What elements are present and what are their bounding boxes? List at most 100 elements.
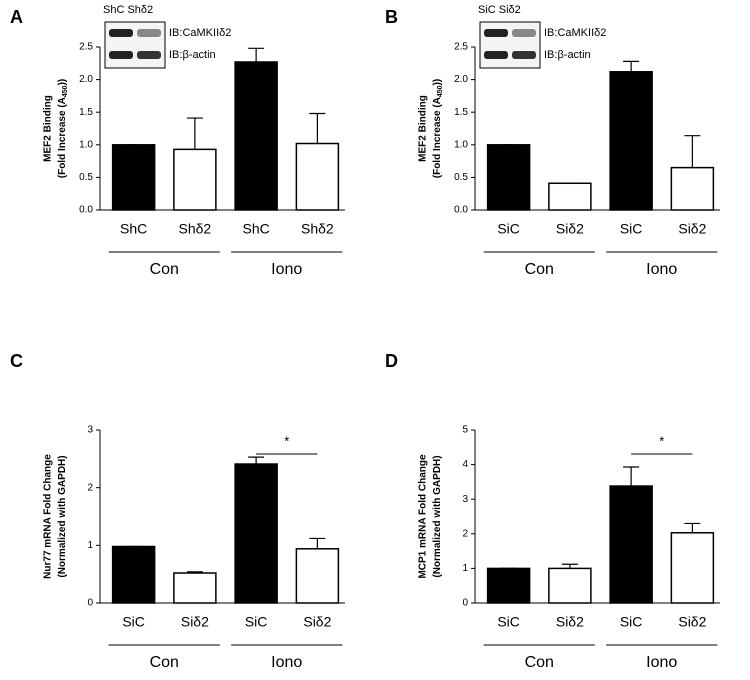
y-tick-label: 2.0 [79,74,93,85]
bar [295,142,340,211]
blot-band [109,51,133,59]
significance-star: * [284,433,289,448]
bar [548,182,592,211]
blot-label: IB:CaMKIIδ2 [544,27,606,39]
group-label: Con [150,261,179,278]
group-label: Iono [271,654,302,671]
x-tick-label: SiC [620,221,643,237]
y-axis-label-part: (Fold Increase (A [432,97,443,178]
y-tick-label: 1.5 [454,107,468,118]
y-tick-label: 0 [462,598,468,609]
bar [670,532,715,604]
blot-frame [479,21,541,69]
bar [295,548,340,604]
y-axis-label: (Fold Increase (A450)) [432,79,445,179]
blot-band [512,51,536,59]
y-tick-label: 3 [462,494,468,505]
group-label: Iono [646,261,677,278]
bar [609,71,653,211]
x-tick-label: SiC [245,614,268,630]
blot-lanes: ShC Shδ2 [103,4,153,16]
bar [670,166,715,211]
bar [609,485,653,604]
group-label: Con [150,654,179,671]
x-tick-label: ShC [243,221,270,237]
panel-label: C [10,351,23,371]
x-tick-label: Siδ2 [678,221,706,237]
y-axis-label-part: )) [57,79,68,86]
blot-frame [104,21,166,69]
blot-band [512,29,536,37]
bar [486,567,531,604]
y-tick-label: 1.0 [454,139,468,150]
group-label: Con [525,654,554,671]
y-axis-label: (Normalized with GAPDH) [57,455,68,577]
y-tick-label: 0.0 [454,205,468,216]
panel-label: A [10,7,23,27]
x-tick-label: Siδ2 [556,221,584,237]
y-tick-label: 4 [462,459,468,470]
blot-lanes: SiC Siδ2 [478,4,521,16]
y-tick-label: 5 [462,425,468,436]
y-tick-label: 2.5 [79,42,93,53]
y-axis-label-part: )) [432,79,443,86]
blot-band [484,29,508,37]
bar [111,545,156,604]
blot-band [137,51,161,59]
bar [111,144,156,211]
bar [486,144,531,211]
bar [173,148,217,211]
panel-label: B [385,7,398,27]
y-axis-label: MCP1 mRNA Fold Change [418,454,429,579]
y-tick-label: 1.0 [79,139,93,150]
group-label: Con [525,261,554,278]
y-axis-label: (Normalized with GAPDH) [432,455,443,577]
y-tick-label: 2.5 [454,42,468,53]
y-tick-label: 2 [462,528,468,539]
significance-star: * [659,433,664,448]
y-axis-label-part: 450 [437,85,444,97]
bar [548,567,592,604]
x-tick-label: Siδ2 [181,614,209,630]
x-tick-label: Siδ2 [303,614,331,630]
blot-label: IB:β-actin [544,49,591,61]
y-tick-label: 3 [87,425,93,436]
y-tick-label: 0 [87,598,93,609]
y-axis-label-part: (Normalized with GAPDH) [432,455,443,577]
x-tick-label: SiC [620,614,643,630]
y-axis-label: Nur77 mRNA Fold Change [43,454,54,579]
bar [173,572,217,604]
y-axis-label-part: (Normalized with GAPDH) [57,455,68,577]
x-tick-label: Siδ2 [556,614,584,630]
y-tick-label: 0.0 [79,205,93,216]
y-axis-label: MEF2 Binding [43,95,54,162]
x-tick-label: Shδ2 [301,221,334,237]
bar [234,463,278,604]
x-tick-label: Shδ2 [179,221,212,237]
y-axis-label-part: 450 [62,85,69,97]
y-axis-label: (Fold Increase (A450)) [57,79,70,179]
x-tick-label: Siδ2 [678,614,706,630]
y-tick-label: 1 [87,540,93,551]
bar [234,61,278,211]
blot-label: IB:CaMKIIδ2 [169,27,231,39]
y-tick-label: 1.5 [79,107,93,118]
blot-label: IB:β-actin [169,49,216,61]
y-tick-label: 0.5 [79,172,93,183]
group-label: Iono [271,261,302,278]
y-tick-label: 2 [87,482,93,493]
y-tick-label: 0.5 [454,172,468,183]
x-tick-label: SiC [497,614,520,630]
y-tick-label: 1 [462,563,468,574]
y-axis-label: MEF2 Binding [418,95,429,162]
group-label: Iono [646,654,677,671]
blot-band [484,51,508,59]
blot-band [137,29,161,37]
blot-band [109,29,133,37]
y-tick-label: 2.0 [454,74,468,85]
y-axis-label-part: (Fold Increase (A [57,97,68,178]
x-tick-label: SiC [497,221,520,237]
x-tick-label: SiC [122,614,145,630]
panel-label: D [385,351,398,371]
